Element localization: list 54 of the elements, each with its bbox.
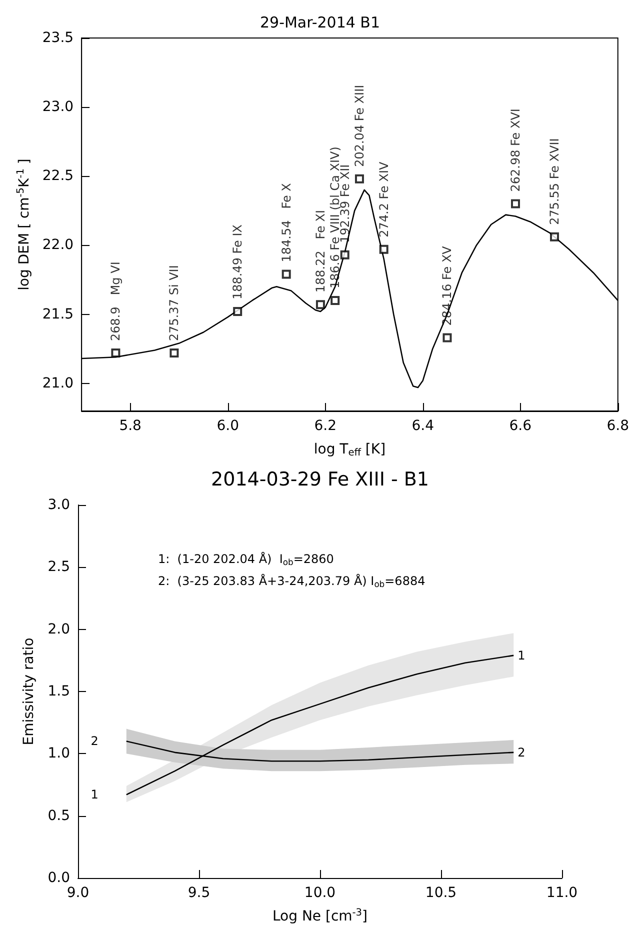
x-tick-label: 6.0 — [216, 418, 239, 434]
y-tick-label: 0.0 — [48, 870, 70, 886]
point — [316, 300, 325, 310]
point — [340, 250, 350, 260]
x-tick-label: 9.0 — [66, 885, 90, 901]
point — [330, 296, 340, 305]
x-tick-label: 11.0 — [546, 885, 578, 901]
point — [111, 348, 120, 358]
y-tick-label: 2.5 — [48, 559, 70, 576]
annotation: 202.04 Fe XIII — [352, 84, 366, 167]
point — [442, 333, 452, 342]
y-tick-label: 3.0 — [48, 497, 70, 513]
annotation: 262.98 Fe XVI — [508, 108, 522, 192]
point — [510, 199, 520, 208]
x-tick-label: 6.2 — [314, 418, 336, 434]
point — [379, 244, 388, 254]
point — [233, 307, 242, 316]
text: 1 — [90, 788, 98, 802]
y-tick-label: 21.5 — [42, 306, 74, 322]
point — [550, 232, 559, 242]
y-tick-label: 21.0 — [42, 375, 74, 392]
x-tick-label: 6.4 — [412, 418, 434, 434]
point — [170, 348, 179, 358]
y-axis-title: log DEM [ cm-5K-1 ] — [16, 158, 32, 290]
annotation: 268.9 Mg VI — [108, 262, 123, 341]
x-tick-label: 10.5 — [425, 885, 457, 901]
line-series — [126, 654, 514, 796]
y-tick-label: 2.0 — [48, 621, 70, 638]
annotation: 275.37 Si VII — [167, 265, 182, 341]
chart-title: 29-Mar-2014 B1 — [260, 14, 380, 32]
annotation: 184.54 Fe X — [279, 183, 294, 262]
annotation: 274.2 Fe XIV — [376, 160, 391, 238]
y-tick-label: 1.5 — [48, 684, 70, 700]
y-tick-label: 1.0 — [48, 746, 70, 762]
x-tick-label: 6.8 — [606, 418, 629, 434]
point — [282, 270, 291, 279]
annotation: 188.22 Fe XI — [313, 210, 328, 293]
y-tick-label: 22.0 — [42, 237, 74, 254]
y-axis-title: Emissivity ratio — [21, 638, 37, 746]
annotation: 275.55 Fe XVII — [547, 138, 562, 225]
annotation: 188.49 Fe IX — [230, 224, 245, 300]
y-tick-label: 0.5 — [48, 808, 70, 824]
x-tick-label: 5.8 — [119, 418, 142, 434]
y-tick-label: 23.0 — [42, 99, 74, 116]
y-tick-label: 23.5 — [42, 30, 74, 46]
x-tick-label: 9.5 — [188, 885, 210, 901]
point — [354, 174, 364, 184]
series-label: 1 — [518, 648, 526, 662]
x-tick-label: 10.0 — [304, 885, 336, 901]
x-tick-label: 6.6 — [509, 418, 532, 434]
series-label: 2 — [518, 745, 526, 760]
text: 2 — [90, 734, 98, 748]
chart-title: 2014-03-29 Fe XIII - B1 — [211, 468, 429, 490]
y-tick-label: 22.5 — [42, 168, 74, 184]
